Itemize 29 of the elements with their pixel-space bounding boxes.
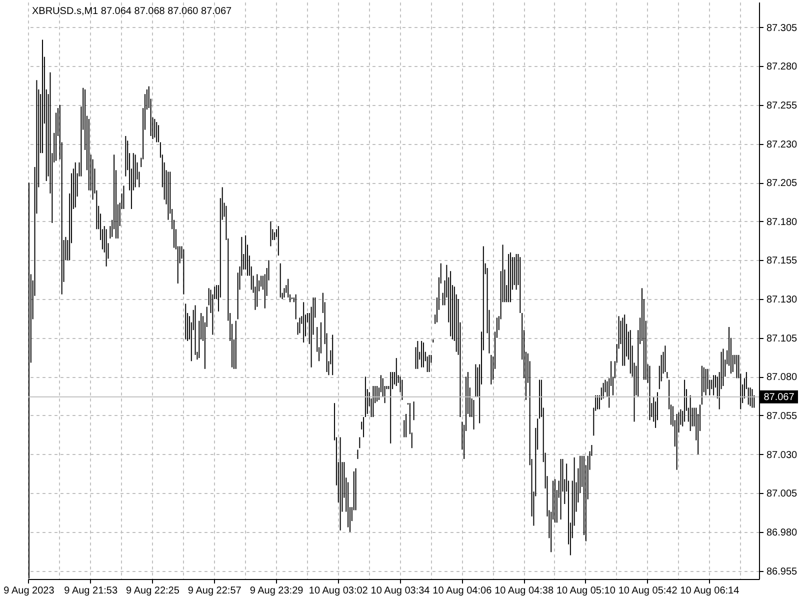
y-tick-label: 87.055 — [766, 410, 798, 422]
y-tick-label: 87.005 — [766, 488, 798, 500]
x-tick-label: 10 Aug 03:34 — [370, 586, 430, 596]
y-tick-label: 87.105 — [766, 333, 798, 344]
y-tick-label: 87.205 — [766, 178, 798, 190]
x-tick-label: 9 Aug 21:53 — [64, 586, 118, 596]
y-tick-label: 87.255 — [766, 100, 798, 112]
x-tick-label: 9 Aug 2023 — [4, 586, 55, 596]
x-tick-label: 9 Aug 22:57 — [188, 586, 242, 596]
x-tick-label: 10 Aug 04:06 — [432, 586, 492, 596]
x-tick-label: 10 Aug 05:42 — [618, 586, 678, 596]
x-tick-label: 10 Aug 03:02 — [308, 586, 368, 596]
y-tick-label: 87.280 — [766, 62, 798, 73]
y-tick-label: 87.080 — [766, 372, 798, 384]
chart-title: XBRUSD.s,M1 87.064 87.068 87.060 87.067 — [32, 6, 232, 17]
y-tick-label: 87.305 — [766, 22, 798, 34]
y-tick-label: 87.030 — [766, 450, 798, 461]
ref-line-label: 87.067 — [764, 392, 795, 403]
x-tick-label: 9 Aug 23:29 — [250, 586, 304, 596]
y-tick-label: 87.130 — [766, 294, 798, 306]
x-tick-label: 10 Aug 06:14 — [680, 586, 740, 596]
y-tick-label: 87.180 — [766, 216, 798, 228]
y-tick-label: 86.955 — [766, 566, 798, 578]
y-tick-label: 86.980 — [766, 527, 798, 538]
x-tick-label: 9 Aug 22:25 — [126, 586, 180, 596]
x-tick-label: 10 Aug 05:10 — [556, 586, 616, 596]
y-tick-label: 87.230 — [766, 139, 798, 150]
x-tick-label: 10 Aug 04:38 — [494, 586, 554, 596]
y-tick-label: 87.155 — [766, 256, 798, 267]
